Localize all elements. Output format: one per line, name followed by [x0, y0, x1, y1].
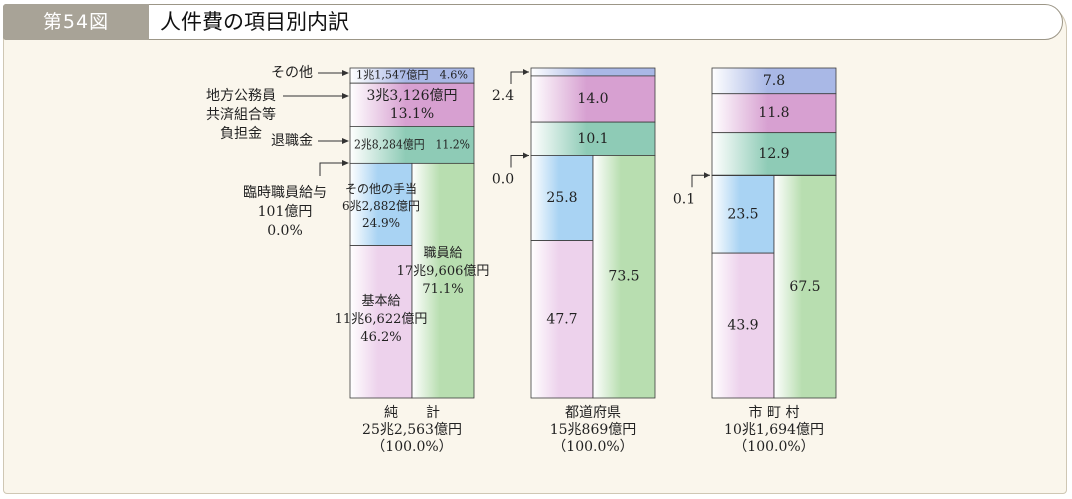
- category-label-municipality-line-2: 10兆1,694億円: [724, 422, 824, 438]
- legend-label-temp-line-1: 臨時職員給与: [243, 185, 327, 201]
- data-label-net-staff-salary-line-3: 71.1%: [422, 282, 463, 297]
- bar-prefecture-other-allowance-segment: [530, 155, 594, 241]
- category-label-municipality-line-1: 市 町 村: [749, 404, 800, 421]
- legend-label-pension-line-2: 共済組合等: [206, 106, 276, 123]
- category-label-net-line-2: 25兆2,563億円: [362, 422, 462, 438]
- data-label-net-pension-line-2: 13.1%: [390, 106, 434, 122]
- data-label-prefecture-pension: 14.0: [577, 91, 608, 107]
- data-label-net-base-salary-line-3: 46.2%: [360, 330, 401, 345]
- legend-label-other: その他: [271, 65, 313, 81]
- data-label-municipality-staff-salary: 67.5: [789, 279, 820, 295]
- callout-municipality-temp-arrowhead: [704, 172, 710, 179]
- data-label-prefecture-base-salary: 47.7: [546, 311, 577, 327]
- callout-prefecture-temp-arrowhead: [523, 152, 529, 159]
- figure-title: 人件費の項目別内訳: [160, 10, 349, 34]
- data-label-prefecture-retirement: 10.1: [577, 131, 608, 147]
- bar-prefecture-retirement-segment: [530, 121, 656, 156]
- bar-prefecture-other-segment: [530, 67, 656, 77]
- callout-prefecture-other-arrowhead: [523, 69, 529, 75]
- legend-label-pension-line-3: 負担金: [220, 126, 262, 142]
- data-label-municipality-retirement: 12.9: [758, 146, 789, 162]
- category-label-municipality-line-3: （100.0%）: [733, 439, 814, 455]
- callout-prefecture-temp-value: 0.0: [492, 171, 514, 187]
- bar-prefecture-base-salary-segment: [530, 240, 594, 399]
- data-label-net-staff-salary-line-1: 職員給: [423, 246, 462, 261]
- data-label-net-pension-line-1: 3兆3,126億円: [367, 88, 458, 104]
- figure-number: 第54図: [3, 4, 149, 40]
- bar-net-base-salary-segment: [349, 245, 413, 399]
- bar-municipality-pension-segment: [711, 93, 837, 134]
- bar-net-retirement-segment: [349, 126, 475, 164]
- data-label-municipality-other-allowance: 23.5: [727, 206, 758, 222]
- category-label-net-line-3: （100.0%）: [371, 439, 452, 455]
- legend-label-pension-line-1: 地方公務員: [206, 88, 276, 104]
- data-label-net-other: 1兆1,547億円 4.6%: [356, 69, 468, 82]
- callout-prefecture-other-leader: [510, 71, 529, 84]
- legend-label-temp-line-3: 0.0%: [267, 223, 303, 239]
- bar-net-other-allowance-segment: [349, 162, 413, 246]
- callout-municipality-temp-leader: [691, 174, 710, 188]
- data-label-prefecture-staff-salary: 73.5: [608, 269, 639, 285]
- legend-label-temp-line-2: 101億円: [258, 204, 313, 220]
- data-label-net-base-salary-line-1: 基本給: [361, 294, 400, 309]
- callout-prefecture-other-value: 2.4: [492, 88, 514, 104]
- category-label-prefecture-line-1: 都道府県: [565, 405, 621, 421]
- bar-municipality-retirement-segment: [711, 132, 837, 176]
- callout-prefecture-temp-leader: [510, 154, 529, 168]
- data-label-net-base-salary-line-2: 11兆6,622億円: [335, 311, 428, 327]
- data-label-municipality-base-salary: 43.9: [727, 318, 758, 334]
- data-label-net-other-allowance-line-1: その他の手当: [345, 182, 417, 196]
- bar-municipality-base-salary-segment: [711, 252, 775, 399]
- legend-other-arrowhead: [342, 70, 349, 76]
- legend-label-retirement: 退職金: [271, 133, 313, 149]
- bar-net-staff-salary-segment: [411, 162, 475, 399]
- legend-temp-leader: [319, 162, 347, 176]
- data-label-municipality-pension: 11.8: [758, 105, 789, 121]
- bar-municipality-staff-salary-segment: [773, 175, 837, 399]
- category-label-prefecture-line-3: （100.0%）: [552, 439, 633, 455]
- category-label-prefecture-line-2: 15兆869億円: [550, 422, 637, 438]
- data-label-prefecture-other-allowance: 25.8: [546, 190, 577, 206]
- data-label-municipality-other: 7.8: [763, 73, 785, 89]
- bar-municipality-other-segment: [711, 67, 837, 95]
- legend-pension-arrowhead: [342, 93, 349, 99]
- data-label-net-other-allowance-line-2: 6兆2,882億円: [342, 199, 420, 213]
- bar-prefecture-staff-salary-segment: [592, 155, 656, 399]
- callout-municipality-temp-value: 0.1: [673, 191, 695, 207]
- category-label-net-line-1: 純 計: [384, 405, 440, 421]
- data-label-net-retirement: 2兆8,284億円 11.2%: [354, 137, 470, 151]
- bar-municipality-other-allowance-segment: [711, 175, 775, 254]
- legend-temp-arrowhead: [342, 160, 349, 166]
- bar-net-pension-segment: [349, 82, 475, 127]
- header-bar: [3, 4, 1063, 40]
- data-label-net-other-allowance-line-3: 24.9%: [362, 216, 400, 230]
- data-label-net-staff-salary-line-2: 17兆9,606億円: [397, 263, 490, 279]
- legend-retirement-arrowhead: [342, 138, 349, 144]
